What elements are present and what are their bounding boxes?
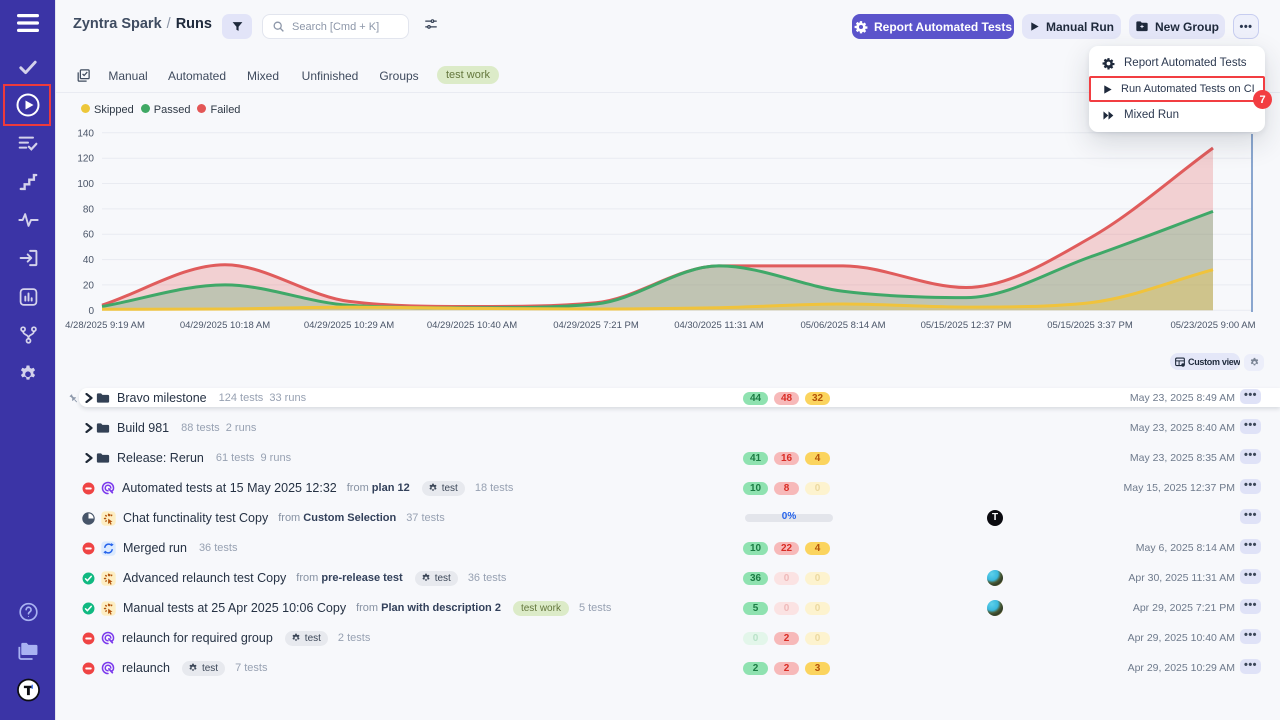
svg-text:05/15/2025 12:37 PM: 05/15/2025 12:37 PM: [921, 320, 1012, 331]
svg-text:05/23/2025 9:00 AM: 05/23/2025 9:00 AM: [1170, 320, 1255, 331]
svg-text:20: 20: [83, 280, 95, 291]
svg-text:05/15/2025 3:37 PM: 05/15/2025 3:37 PM: [1047, 320, 1133, 331]
svg-text:80: 80: [83, 204, 95, 215]
svg-text:05/06/2025 8:14 AM: 05/06/2025 8:14 AM: [800, 320, 885, 331]
svg-text:0: 0: [88, 306, 94, 317]
svg-text:04/29/2025 7:21 PM: 04/29/2025 7:21 PM: [553, 320, 639, 331]
svg-text:4/28/2025 9:19 AM: 4/28/2025 9:19 AM: [65, 320, 145, 331]
svg-text:40: 40: [83, 255, 95, 266]
svg-text:140: 140: [77, 128, 94, 139]
svg-text:120: 120: [77, 154, 94, 165]
svg-text:04/29/2025 10:18 AM: 04/29/2025 10:18 AM: [180, 320, 270, 331]
svg-text:100: 100: [77, 179, 94, 190]
svg-text:04/29/2025 10:29 AM: 04/29/2025 10:29 AM: [304, 320, 394, 331]
svg-text:04/30/2025 11:31 AM: 04/30/2025 11:31 AM: [674, 320, 764, 331]
svg-text:04/29/2025 10:40 AM: 04/29/2025 10:40 AM: [427, 320, 517, 331]
svg-text:60: 60: [83, 230, 95, 241]
